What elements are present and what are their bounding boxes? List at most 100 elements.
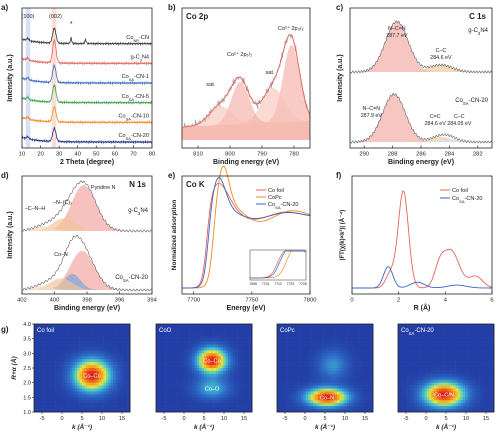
heatmap-cell bbox=[327, 347, 331, 351]
heatmap-cell bbox=[110, 409, 114, 413]
heatmap-cell bbox=[398, 373, 401, 378]
heatmap-cell bbox=[460, 409, 464, 413]
heatmap-cell bbox=[286, 359, 290, 363]
heatmap-cell bbox=[484, 403, 488, 407]
heatmap-cell bbox=[489, 382, 492, 386]
heatmap-cell bbox=[194, 391, 198, 395]
heatmap-cell bbox=[58, 347, 61, 351]
heatmap-cell bbox=[218, 359, 222, 363]
heatmap-cell bbox=[453, 397, 456, 401]
heatmap-cell bbox=[53, 350, 56, 354]
heatmap-cell bbox=[484, 368, 488, 372]
heatmap-cell bbox=[308, 332, 311, 337]
fit-component bbox=[350, 64, 492, 72]
heatmap-cell bbox=[46, 368, 49, 372]
heatmap-cell bbox=[284, 373, 287, 378]
heatmap-cell bbox=[223, 394, 226, 398]
heatmap-cell bbox=[230, 376, 234, 381]
heatmap-cell bbox=[351, 397, 355, 401]
heatmap-cell bbox=[434, 338, 437, 342]
heatmap-cell bbox=[358, 359, 362, 363]
heatmap-cell bbox=[237, 347, 241, 351]
heatmap-cell bbox=[91, 332, 95, 337]
heatmap-cell bbox=[79, 344, 83, 348]
heatmap-cell bbox=[410, 406, 413, 410]
heatmap-cell bbox=[244, 341, 248, 345]
heatmap-cell bbox=[308, 338, 311, 342]
heatmap-cell bbox=[225, 368, 229, 372]
heatmap-cell bbox=[458, 353, 461, 357]
heatmap-cell bbox=[356, 406, 359, 410]
heatmap-cell bbox=[398, 368, 401, 372]
heatmap-cell bbox=[327, 324, 331, 328]
heatmap-cell bbox=[86, 353, 90, 357]
heatmap-cell bbox=[98, 397, 102, 401]
heatmap-cell bbox=[187, 403, 190, 407]
heatmap-cell bbox=[244, 376, 248, 381]
heatmap-cell bbox=[441, 329, 444, 334]
heatmap-cell bbox=[484, 344, 488, 348]
heatmap-cell bbox=[443, 347, 447, 351]
heatmap-cell bbox=[74, 344, 78, 348]
heatmap-cell bbox=[405, 382, 408, 386]
heatmap-cell bbox=[286, 385, 290, 389]
heatmap-cell bbox=[247, 376, 250, 381]
heatmap-cell bbox=[281, 406, 285, 410]
heatmap-cell bbox=[334, 326, 338, 331]
heatmap-cell bbox=[438, 359, 442, 363]
heatmap-cell bbox=[115, 326, 119, 331]
heatmap-cell bbox=[438, 403, 442, 407]
heatmap-cell bbox=[434, 385, 437, 389]
heatmap-cell bbox=[67, 350, 71, 354]
heatmap-cell bbox=[339, 368, 343, 372]
heatmap-cell bbox=[70, 394, 73, 398]
heatmap-cell bbox=[482, 379, 485, 383]
heatmap-cell bbox=[156, 385, 159, 389]
heatmap-cell bbox=[301, 373, 304, 378]
heatmap-cell bbox=[96, 376, 100, 381]
heatmap-cell bbox=[344, 353, 347, 357]
heatmap-cell bbox=[216, 368, 219, 372]
heatmap-cell bbox=[400, 365, 404, 369]
heatmap-cell bbox=[341, 329, 345, 334]
heatmap-cell bbox=[293, 347, 297, 351]
heatmap-cell bbox=[317, 338, 321, 342]
heatmap-cell bbox=[434, 379, 437, 383]
heatmap-cell bbox=[339, 326, 343, 331]
heatmap-cell bbox=[96, 400, 100, 404]
heatmap-cell bbox=[460, 394, 464, 398]
heatmap-cell bbox=[434, 359, 437, 363]
heatmap-cell bbox=[284, 385, 287, 389]
heatmap-cell bbox=[370, 326, 374, 331]
heatmap-cell bbox=[184, 332, 188, 337]
heatmap-cell bbox=[168, 370, 171, 375]
heatmap-cell bbox=[108, 335, 112, 339]
heatmap-cell bbox=[332, 362, 335, 366]
heatmap-cell bbox=[72, 362, 76, 366]
heatmap-cell bbox=[242, 388, 246, 392]
panel-e-frame bbox=[181, 175, 311, 295]
heatmap-cell bbox=[436, 376, 440, 381]
heatmap-cell bbox=[50, 335, 54, 339]
heatmap-cell bbox=[177, 373, 181, 378]
x-tick-label: 398 bbox=[82, 298, 92, 304]
heatmap-cell bbox=[405, 388, 408, 392]
heatmap-cell bbox=[48, 362, 52, 366]
heatmap-cell bbox=[216, 400, 219, 404]
heatmap-cell bbox=[67, 409, 71, 413]
heatmap-cell bbox=[165, 356, 169, 360]
heatmap-cell bbox=[91, 391, 95, 395]
heatmap-cell bbox=[284, 335, 287, 339]
heatmap-cell bbox=[163, 359, 166, 363]
heatmap-cell bbox=[94, 406, 97, 410]
heatmap-cell bbox=[315, 400, 319, 404]
heatmap-cell bbox=[470, 335, 473, 339]
heatmap-cell bbox=[189, 332, 193, 337]
heatmap-cell bbox=[204, 338, 207, 342]
heatmap-cell bbox=[315, 347, 319, 351]
heatmap-cell bbox=[118, 406, 121, 410]
heatmap-cell bbox=[38, 373, 42, 378]
heatmap-cell bbox=[220, 391, 224, 395]
heatmap-cell bbox=[180, 359, 183, 363]
